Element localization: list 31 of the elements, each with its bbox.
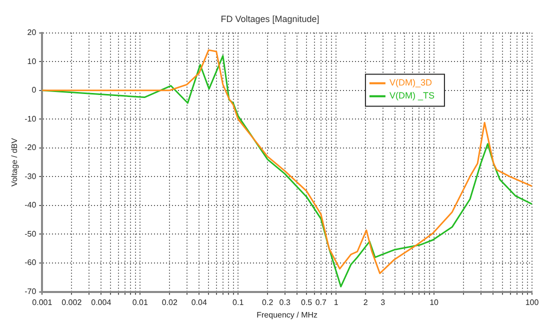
x-tick-label: 2 <box>363 298 368 307</box>
y-axis-title: Voltage / dBV <box>10 137 20 187</box>
x-tick-label: 3 <box>380 298 386 307</box>
y-tick-label: -20 <box>24 143 37 152</box>
x-tick-label: 0.1 <box>232 298 244 307</box>
chart-title: FD Voltages [Magnitude] <box>220 14 320 24</box>
legend-label: V(DM) _TS <box>389 90 434 101</box>
y-tick-label: 0 <box>32 86 37 95</box>
y-tick-label: -30 <box>24 172 37 181</box>
y-tick-label: -10 <box>24 114 37 124</box>
x-tick-label: 0.01 <box>132 298 148 307</box>
y-tick-label: -50 <box>24 229 37 238</box>
x-tick-label: 0.004 <box>91 298 112 307</box>
x-tick-label: 100 <box>525 298 540 307</box>
x-tick-label: 0.5 <box>301 298 313 307</box>
y-tick-label: -70 <box>24 287 37 296</box>
x-tick-label: 0.04 <box>191 298 208 307</box>
x-tick-label: 0.001 <box>32 298 53 307</box>
y-tick-label: -40 <box>24 200 37 210</box>
x-tick-label: 0.02 <box>162 298 178 307</box>
x-tick-label: 1 <box>334 298 339 307</box>
y-tick-label: 20 <box>27 28 37 38</box>
y-tick-label: 10 <box>27 56 37 66</box>
x-tick-label: 0.7 <box>315 298 327 307</box>
y-tick-label: -60 <box>24 258 37 268</box>
x-tick-label: 0.002 <box>62 298 82 307</box>
x-axis-title: Frequency / MHz <box>256 310 318 320</box>
legend-label: V(DM)_3D <box>389 78 432 88</box>
x-tick-label: 10 <box>430 298 440 307</box>
x-tick-label: 0.2 <box>262 298 274 307</box>
x-tick-label: 0.3 <box>279 298 291 307</box>
